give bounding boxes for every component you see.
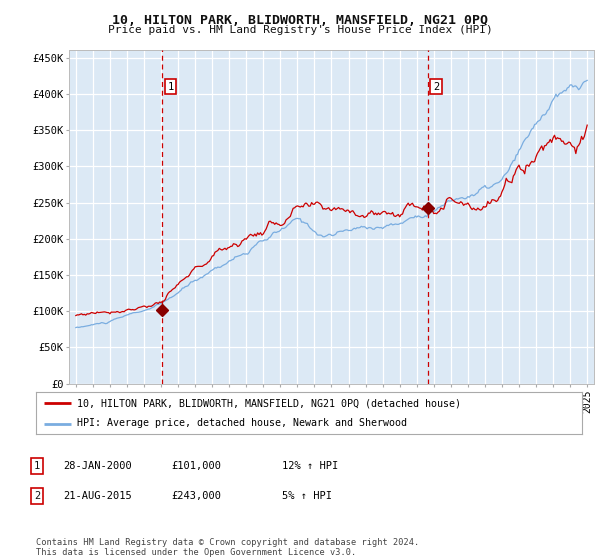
Text: 2: 2 <box>34 491 40 501</box>
Text: 21-AUG-2015: 21-AUG-2015 <box>63 491 132 501</box>
Text: £101,000: £101,000 <box>171 461 221 471</box>
Text: 28-JAN-2000: 28-JAN-2000 <box>63 461 132 471</box>
Text: 10, HILTON PARK, BLIDWORTH, MANSFIELD, NG21 0PQ (detached house): 10, HILTON PARK, BLIDWORTH, MANSFIELD, N… <box>77 398 461 408</box>
Text: £243,000: £243,000 <box>171 491 221 501</box>
Text: 5% ↑ HPI: 5% ↑ HPI <box>282 491 332 501</box>
Text: Price paid vs. HM Land Registry's House Price Index (HPI): Price paid vs. HM Land Registry's House … <box>107 25 493 35</box>
Text: 2: 2 <box>433 82 439 92</box>
Text: 1: 1 <box>167 82 174 92</box>
Text: 10, HILTON PARK, BLIDWORTH, MANSFIELD, NG21 0PQ: 10, HILTON PARK, BLIDWORTH, MANSFIELD, N… <box>112 14 488 27</box>
Text: 1: 1 <box>34 461 40 471</box>
Text: Contains HM Land Registry data © Crown copyright and database right 2024.
This d: Contains HM Land Registry data © Crown c… <box>36 538 419 557</box>
Text: 12% ↑ HPI: 12% ↑ HPI <box>282 461 338 471</box>
Text: HPI: Average price, detached house, Newark and Sherwood: HPI: Average price, detached house, Newa… <box>77 418 407 428</box>
